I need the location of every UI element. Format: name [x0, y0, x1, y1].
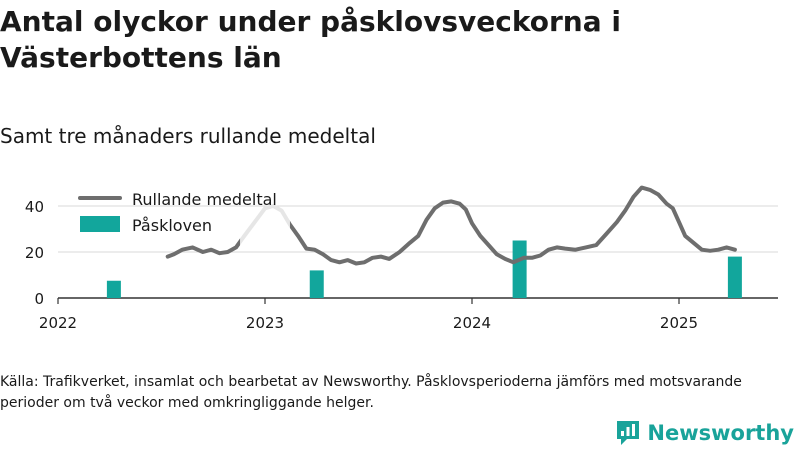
legend: Rullande medeltal Påskloven	[78, 190, 277, 235]
x-tick-label: 2022	[39, 314, 77, 332]
newsworthy-logo-icon	[617, 421, 640, 445]
y-tick-label: 0	[34, 290, 44, 308]
bar-series	[106, 240, 742, 298]
chart-subtitle: Samt tre månaders rullande medeltal	[0, 124, 376, 148]
chart: 0 20 40 2022 2023 2024 2025 Rullande medeltal…	[25, 185, 778, 332]
line-series	[165, 185, 737, 266]
x-axis: 2022 2023 2024 2025	[39, 297, 778, 332]
legend-label-line: Rullande medeltal	[132, 190, 277, 209]
x-tick-label: 2025	[660, 314, 698, 332]
bar	[727, 256, 742, 298]
bar	[309, 270, 324, 298]
y-tick-label: 20	[25, 244, 44, 262]
y-tick-label: 40	[25, 198, 44, 216]
line-rullande-medeltal-faded	[240, 204, 290, 246]
chart-title: Antal olyckor under påsklovsveckorna i V…	[0, 5, 621, 74]
source-note: Källa: Trafikverket, insamlat och bearbe…	[0, 374, 742, 411]
bar	[512, 240, 527, 298]
bar	[106, 280, 121, 298]
x-tick-label: 2024	[453, 314, 491, 332]
brand-name: Newsworthy	[647, 421, 794, 445]
legend-bar-swatch	[80, 216, 120, 232]
legend-label-bar: Påskloven	[132, 216, 212, 235]
brand-logo: Newsworthy	[615, 418, 794, 448]
y-axis-labels: 0 20 40	[25, 198, 44, 308]
x-tick-label: 2023	[246, 314, 284, 332]
